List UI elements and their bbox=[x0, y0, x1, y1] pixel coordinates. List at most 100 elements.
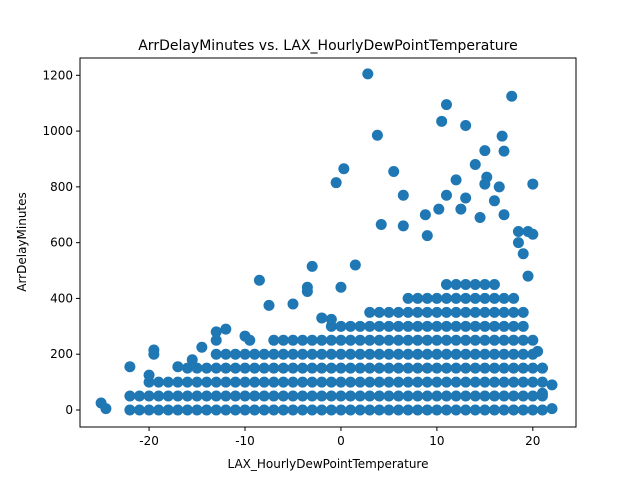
point bbox=[460, 390, 472, 402]
point bbox=[517, 248, 529, 260]
point bbox=[191, 390, 203, 402]
point bbox=[450, 404, 462, 416]
point bbox=[460, 192, 472, 204]
point bbox=[383, 334, 395, 346]
point bbox=[297, 348, 309, 360]
point bbox=[431, 306, 443, 318]
point bbox=[479, 404, 491, 416]
point bbox=[172, 404, 184, 416]
point bbox=[469, 390, 481, 402]
point bbox=[498, 390, 510, 402]
point bbox=[258, 404, 270, 416]
point bbox=[354, 362, 366, 374]
x-tick-label: 20 bbox=[525, 434, 540, 448]
point bbox=[335, 376, 347, 388]
point bbox=[181, 390, 193, 402]
point bbox=[393, 320, 405, 332]
point bbox=[460, 306, 472, 318]
point bbox=[201, 404, 213, 416]
point bbox=[431, 320, 443, 332]
point bbox=[383, 376, 395, 388]
point bbox=[412, 320, 424, 332]
point bbox=[220, 323, 232, 335]
point bbox=[488, 390, 500, 402]
point bbox=[316, 334, 328, 346]
point bbox=[316, 390, 328, 402]
point bbox=[431, 390, 443, 402]
point bbox=[172, 361, 184, 373]
point bbox=[488, 404, 500, 416]
point bbox=[450, 362, 462, 374]
point bbox=[287, 362, 299, 374]
point bbox=[479, 390, 491, 402]
point bbox=[421, 362, 433, 374]
point bbox=[440, 390, 452, 402]
point bbox=[402, 404, 414, 416]
point bbox=[479, 320, 491, 332]
point bbox=[440, 334, 452, 346]
point bbox=[508, 306, 520, 318]
point bbox=[402, 334, 414, 346]
point bbox=[488, 292, 500, 304]
y-tick-label: 800 bbox=[50, 180, 73, 194]
point bbox=[330, 177, 342, 189]
point bbox=[517, 376, 529, 388]
point bbox=[220, 404, 232, 416]
point bbox=[469, 320, 481, 332]
point bbox=[479, 334, 491, 346]
point bbox=[498, 348, 510, 360]
point bbox=[412, 390, 424, 402]
point bbox=[191, 404, 203, 416]
point bbox=[412, 362, 424, 374]
point bbox=[488, 376, 500, 388]
point bbox=[229, 362, 241, 374]
point bbox=[527, 334, 539, 346]
point bbox=[460, 376, 472, 388]
point bbox=[124, 361, 136, 373]
point bbox=[143, 404, 155, 416]
point bbox=[335, 334, 347, 346]
point bbox=[345, 390, 357, 402]
point bbox=[220, 390, 232, 402]
point bbox=[469, 278, 481, 290]
point bbox=[498, 145, 510, 157]
point bbox=[479, 145, 491, 157]
point bbox=[512, 237, 524, 249]
point bbox=[229, 348, 241, 360]
point bbox=[402, 348, 414, 360]
point bbox=[496, 130, 508, 142]
x-tick-label: -10 bbox=[235, 434, 255, 448]
point bbox=[479, 292, 491, 304]
point bbox=[133, 390, 145, 402]
point bbox=[153, 404, 165, 416]
point bbox=[450, 376, 462, 388]
point bbox=[460, 292, 472, 304]
point bbox=[268, 376, 280, 388]
point bbox=[412, 292, 424, 304]
point bbox=[498, 320, 510, 332]
point bbox=[325, 390, 337, 402]
point bbox=[412, 348, 424, 360]
point bbox=[364, 404, 376, 416]
point bbox=[201, 362, 213, 374]
point bbox=[297, 390, 309, 402]
point bbox=[316, 404, 328, 416]
point bbox=[148, 348, 160, 360]
point bbox=[124, 390, 136, 402]
point bbox=[345, 376, 357, 388]
point bbox=[172, 376, 184, 388]
point bbox=[488, 306, 500, 318]
point bbox=[338, 163, 350, 175]
point bbox=[421, 348, 433, 360]
point bbox=[431, 376, 443, 388]
point bbox=[100, 403, 112, 415]
point bbox=[517, 390, 529, 402]
point bbox=[335, 320, 347, 332]
point bbox=[249, 362, 261, 374]
point bbox=[354, 334, 366, 346]
point bbox=[362, 68, 374, 80]
point bbox=[431, 362, 443, 374]
point bbox=[373, 306, 385, 318]
point bbox=[488, 348, 500, 360]
point bbox=[287, 404, 299, 416]
